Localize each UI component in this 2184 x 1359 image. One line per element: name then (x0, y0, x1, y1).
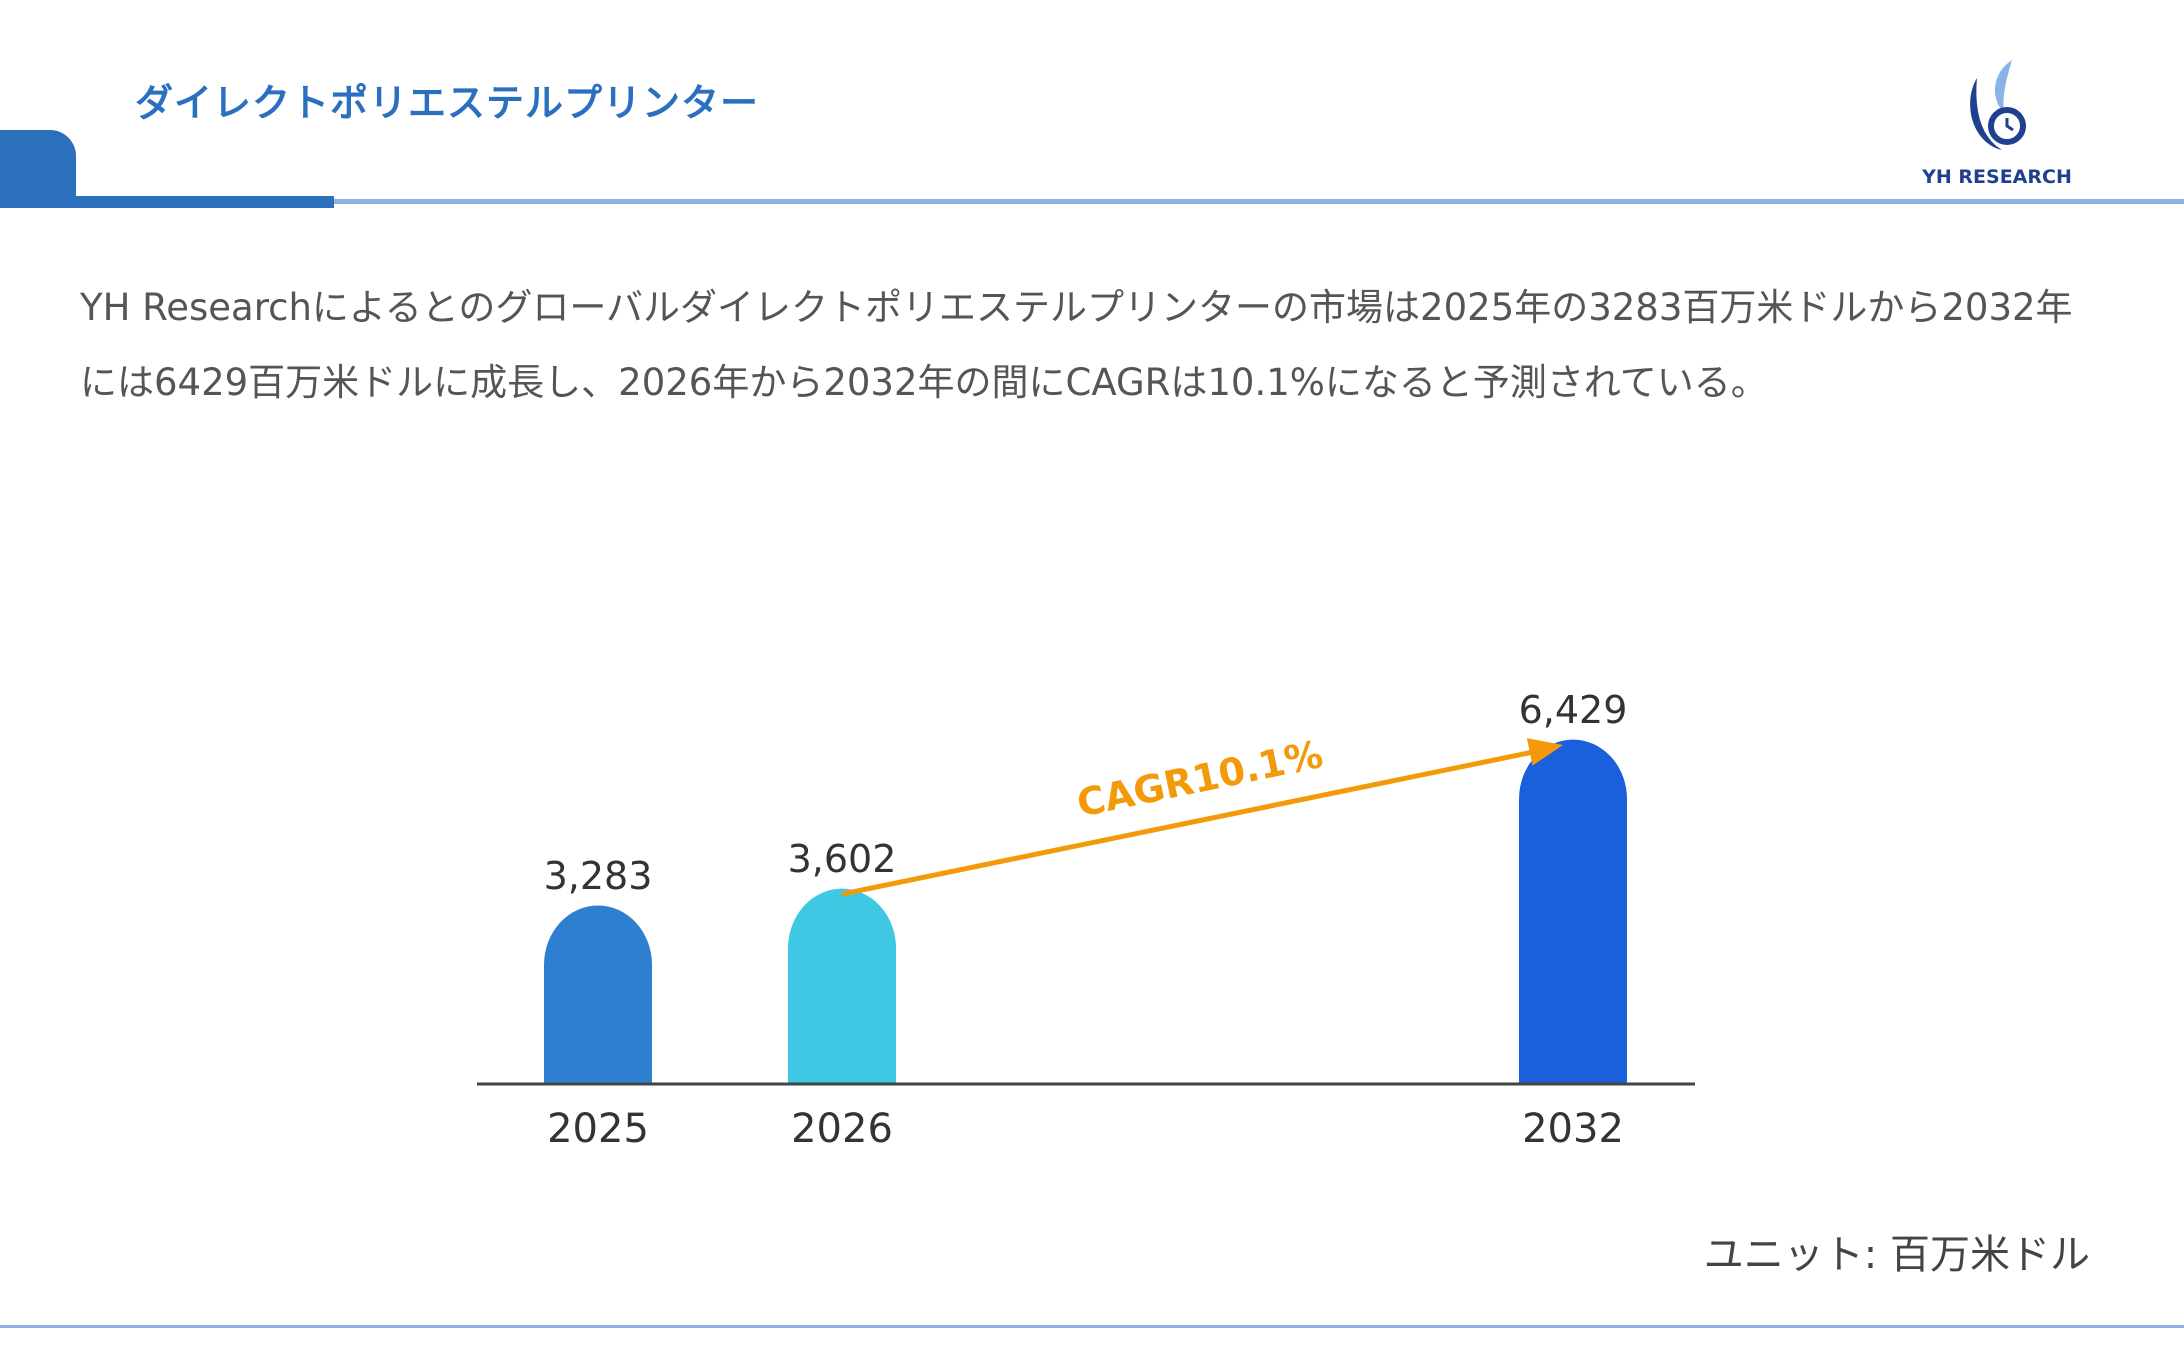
x-tick-label-2025: 2025 (547, 1106, 649, 1152)
value-label-2025: 3,283 (544, 854, 653, 898)
bar-2032 (1519, 739, 1627, 1084)
page-title: ダイレクトポリエステルプリンター (135, 81, 760, 125)
value-label-2026: 3,602 (788, 837, 897, 881)
bar-2025 (544, 905, 652, 1084)
x-tick-label-2026: 2026 (791, 1106, 893, 1152)
header-tab-decoration (0, 130, 76, 206)
footer-divider (0, 1325, 2184, 1328)
value-label-2032: 6,429 (1519, 688, 1628, 732)
logo: YH RESEARCH (1912, 58, 2082, 188)
x-tick-label-2032: 2032 (1522, 1106, 1624, 1152)
unit-label: ユニット: 百万米ドル (1703, 1232, 2090, 1278)
cagr-arrow-line (841, 747, 1544, 897)
logo-icon (1970, 60, 2026, 150)
cagr-label: CAGR10.1% (1073, 732, 1326, 826)
logo-text: YH RESEARCH (1922, 166, 2072, 188)
market-description: YH Researchによるとのグローバルダイレクトポリエステルプリンターの市場… (80, 286, 2073, 404)
header-divider (334, 199, 2184, 204)
cagr-arrow-head (1526, 738, 1563, 766)
header-divider-thick (0, 196, 334, 208)
bar-2026 (788, 888, 896, 1084)
